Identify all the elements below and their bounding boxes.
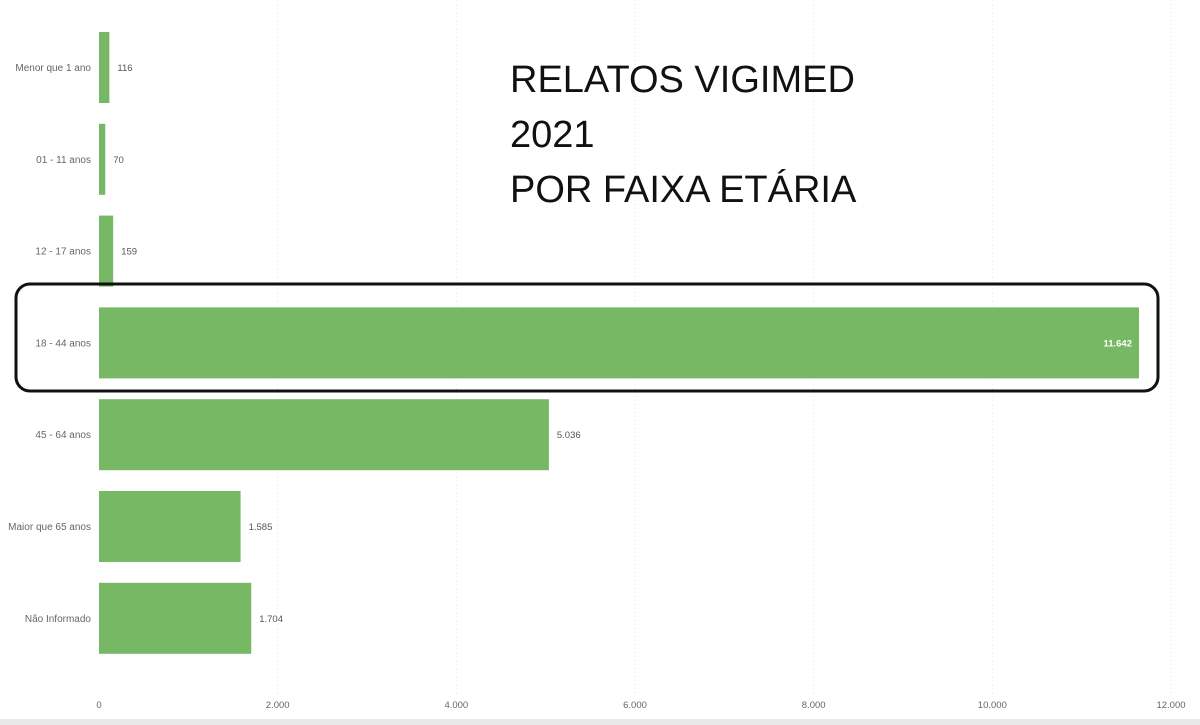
bar-3 [99, 307, 1140, 379]
title-line-1: RELATOS VIGIMED [510, 59, 855, 101]
x-tick-label-2: 4.000 [444, 700, 468, 711]
bottom-scrollbar [0, 719, 1200, 725]
bars [99, 32, 1140, 654]
value-label-1: 70 [113, 155, 124, 166]
x-axis-ticks: 0 2.000 4.000 6.000 8.000 10.000 12.000 [96, 700, 1185, 711]
category-label-4: 45 - 64 anos [35, 430, 91, 441]
category-label-0: Menor que 1 ano [15, 63, 91, 74]
category-label-2: 12 - 17 anos [35, 247, 91, 258]
value-label-5: 1.585 [249, 522, 273, 533]
bar-4 [99, 399, 549, 471]
value-label-6: 1.704 [259, 614, 283, 625]
highlight-box [14, 282, 1160, 393]
category-label-5: Maior que 65 anos [8, 522, 91, 533]
value-label-0: 116 [117, 63, 132, 74]
x-tick-label-5: 10.000 [978, 700, 1007, 711]
value-label-4: 5.036 [557, 430, 581, 441]
bar-0 [99, 32, 110, 103]
category-label-1: 01 - 11 anos [36, 155, 91, 166]
category-label-3: 18 - 44 anos [35, 338, 91, 349]
x-tick-label-6: 12.000 [1156, 700, 1185, 711]
category-label-6: Não Informado [25, 614, 92, 625]
x-tick-label-1: 2.000 [266, 700, 290, 711]
bar-1 [99, 123, 106, 195]
labels: Menor que 1 ano 116 01 - 11 anos 70 12 - 17 … [8, 63, 1132, 625]
x-tick-label-3: 6.000 [623, 700, 647, 711]
bar-2 [99, 215, 114, 287]
bar-5 [99, 491, 241, 562]
value-label-2: 159 [121, 247, 137, 258]
title-line-3: POR FAIXA ETÁRIA [510, 168, 857, 211]
chart-title: RELATOS VIGIMED 2021 POR FAIXA ETÁRIA [510, 59, 857, 211]
value-label-3: 11.642 [1103, 338, 1132, 349]
title-line-2: 2021 [510, 114, 595, 156]
x-tick-label-0: 0 [96, 700, 101, 711]
x-tick-label-4: 8.000 [802, 700, 826, 711]
bar-6 [99, 582, 252, 654]
